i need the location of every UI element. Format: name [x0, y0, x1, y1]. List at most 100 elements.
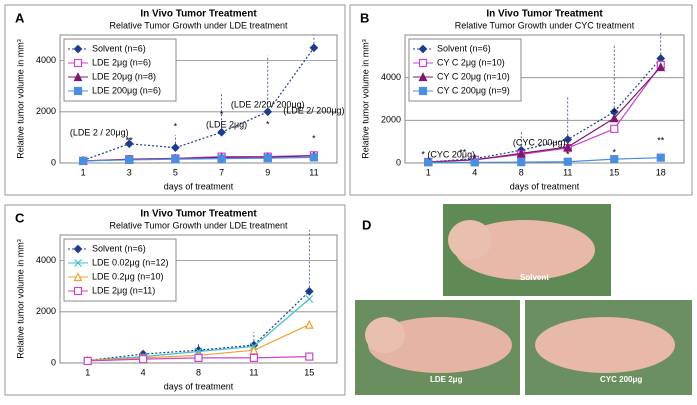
marker [263, 154, 272, 163]
annotation: * [174, 121, 178, 131]
marker [83, 356, 92, 366]
marker [563, 157, 572, 166]
marker [73, 286, 83, 296]
y-axis-label: Relative tumor volume in mm³ [15, 239, 25, 359]
y-axis-label: Relative tumor volume in mm³ [15, 39, 25, 159]
panel-label: B [360, 10, 369, 25]
photo-caption: LDE 2μg [430, 375, 463, 384]
chart-title: In Vivo Tumor Treatment [140, 9, 257, 20]
x-tick-label: 18 [656, 167, 666, 177]
annotation: * [220, 109, 224, 119]
legend-label: LDE 2μg (n=6) [92, 57, 151, 67]
marker [418, 44, 428, 54]
plot-frame [59, 234, 338, 364]
mouse [535, 317, 675, 373]
marker [73, 86, 83, 96]
x-tick-label: 1 [426, 167, 431, 177]
annotation: * [312, 133, 316, 143]
annotation: (LDE 2/20/ 200μg) [231, 99, 305, 109]
marker [424, 158, 433, 167]
annotation: * (CYC 20μg) [421, 149, 475, 159]
y-tick-label: 2000 [36, 106, 56, 116]
marker [656, 153, 665, 162]
annotation: * [266, 119, 270, 129]
legend-label: LDE 20μg (n=8) [92, 71, 156, 81]
plot-frame [59, 34, 338, 164]
y-tick-label: 4000 [36, 255, 56, 265]
marker [171, 143, 180, 152]
mouse [448, 220, 492, 260]
legend-label: LDE 0.2μg (n=10) [92, 271, 163, 281]
legend-label: Solvent (n=6) [92, 43, 146, 53]
marker [171, 155, 180, 164]
y-tick-label: 0 [51, 357, 56, 367]
mouse [365, 317, 405, 353]
series-line [428, 58, 662, 163]
annotation: (CYC 200μg) [513, 137, 566, 147]
marker [517, 158, 526, 167]
chart-title: In Vivo Tumor Treatment [486, 9, 603, 20]
marker [418, 72, 428, 82]
y-axis-label: Relative tumor volume in mm³ [360, 39, 370, 159]
marker [610, 155, 619, 164]
x-tick-label: 1 [81, 167, 86, 177]
photo-caption: Solvent [520, 273, 549, 282]
x-axis-label: days of treatment [510, 181, 580, 191]
chart-subtitle: Relative Tumor Growth under LDE treatmen… [109, 220, 288, 230]
x-tick-label: 11 [563, 167, 572, 177]
x-tick-label: 11 [309, 167, 318, 177]
x-tick-label: 15 [304, 367, 314, 377]
x-tick-label: 1 [85, 367, 90, 377]
marker [78, 156, 88, 166]
annotation: ** [126, 135, 134, 145]
y-tick-label: 0 [51, 157, 56, 167]
annotation: * [566, 149, 570, 159]
series-line [428, 157, 661, 163]
marker [217, 154, 226, 163]
x-tick-label: 5 [173, 167, 178, 177]
marker [309, 153, 319, 162]
panel-label: D [362, 217, 371, 232]
marker [609, 113, 619, 123]
panel-label: A [15, 10, 25, 25]
marker [418, 58, 428, 68]
x-tick-label: 15 [609, 167, 619, 177]
marker [73, 244, 83, 254]
marker [73, 272, 83, 282]
annotation: ** [657, 135, 665, 145]
marker [516, 148, 526, 158]
marker [73, 44, 83, 54]
chart-title: In Vivo Tumor Treatment [140, 209, 257, 220]
marker [418, 86, 428, 96]
x-axis-label: days of treatment [164, 181, 234, 191]
series-line [83, 156, 314, 162]
photo-caption: CYC 200μg [600, 375, 642, 384]
marker [656, 62, 666, 72]
legend-label: CY C 200μg (n=9) [437, 85, 510, 95]
annotation: * [612, 147, 616, 157]
x-tick-label: 8 [519, 167, 524, 177]
marker [249, 353, 258, 362]
marker [249, 345, 259, 355]
marker [217, 127, 226, 137]
series-line [87, 290, 310, 362]
annotation: ** [459, 147, 467, 157]
marker [305, 352, 314, 361]
marker [610, 124, 619, 133]
y-tick-label: 4000 [381, 72, 401, 82]
x-tick-label: 4 [141, 367, 146, 377]
legend-label: CY C 20μg (n=10) [437, 71, 510, 81]
x-tick-label: 11 [249, 367, 258, 377]
marker [470, 158, 479, 167]
legend-label: LDE 2μg (n=11) [92, 285, 155, 295]
x-tick-label: 3 [127, 167, 132, 177]
marker [304, 286, 314, 296]
annotation: (LDE 2 / 20μg) [70, 127, 129, 137]
y-tick-label: 2000 [381, 115, 401, 125]
chart-subtitle: Relative Tumor Growth under CYC treatmen… [455, 20, 635, 30]
